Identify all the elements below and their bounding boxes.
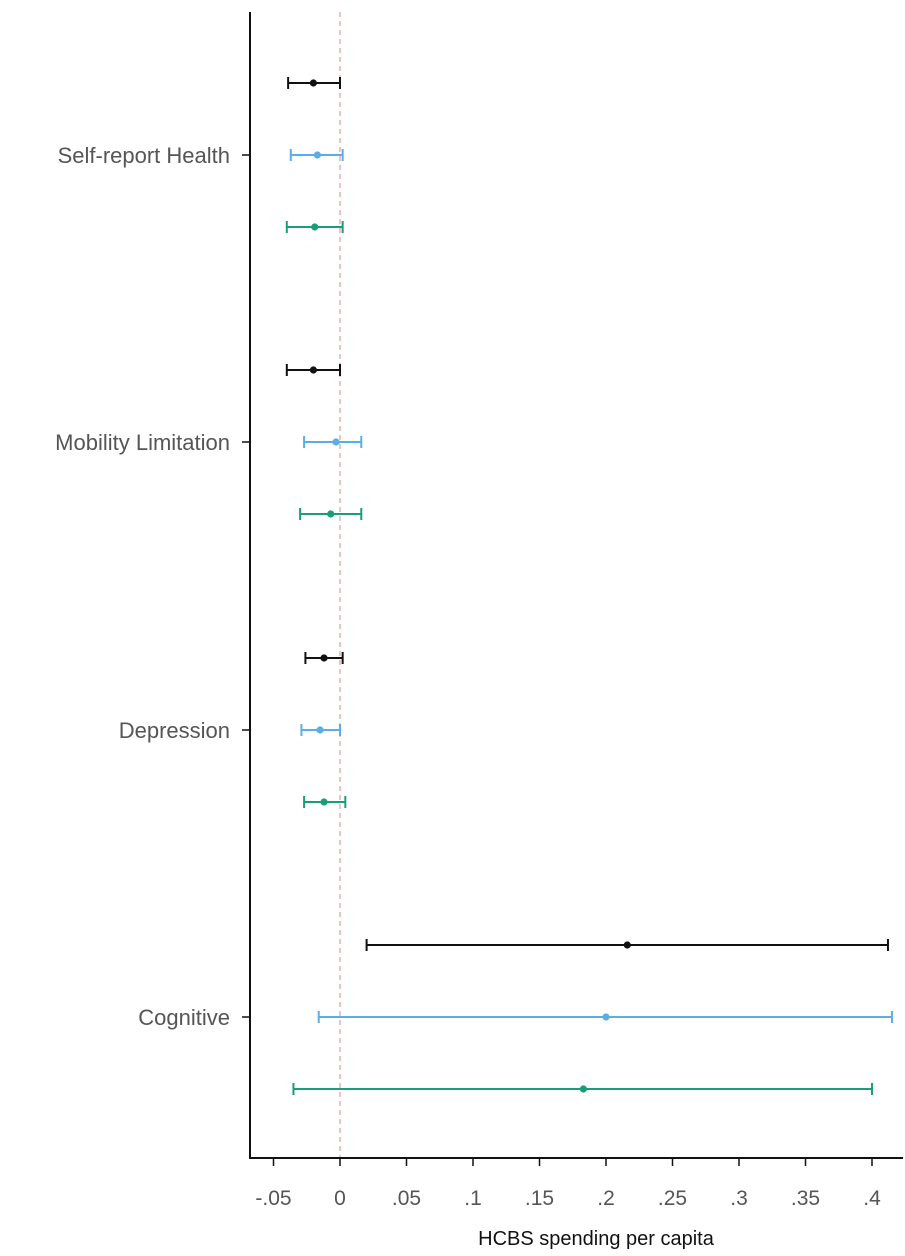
x-tick-label: .3 [730,1187,748,1210]
point-estimate [309,366,317,374]
point-estimate [320,654,328,662]
error-bar-group [300,724,341,736]
point-estimate [311,223,319,231]
x-tick-label: .2 [597,1187,615,1210]
x-tick-label: .15 [525,1187,554,1210]
point-estimate [309,79,317,87]
point-estimate [316,726,324,734]
x-tick-label: .25 [658,1187,687,1210]
error-bar-group [292,1083,873,1095]
chart-marks [285,77,893,1095]
x-tick-label: .1 [464,1187,482,1210]
error-bar-group [365,939,889,951]
point-estimate [602,1013,610,1021]
error-bar-group [285,221,344,233]
point-estimate [332,438,340,446]
x-tick-label: 0 [334,1187,346,1210]
category-label: Mobility Limitation [55,430,230,455]
x-tick-label: .4 [863,1187,881,1210]
error-bar-group [299,508,363,520]
x-tick-label: .35 [791,1187,820,1210]
error-bar-group [304,652,344,664]
point-estimate [579,1085,587,1093]
category-label: Depression [119,718,230,743]
point-estimate [313,151,321,159]
point-estimate [320,798,328,806]
error-bar-group [317,1011,893,1023]
category-label: Cognitive [138,1005,230,1030]
x-tick-label: .05 [392,1187,421,1210]
error-bar-group [285,364,341,376]
point-estimate [327,510,335,518]
error-bar-group [289,149,344,161]
x-axis-title: HCBS spending per capita [478,1228,715,1250]
x-axis-ticks: -.05 0 .05 .1 .15 .2 .25 .3 .35 .4 [255,1158,881,1210]
error-bar-group [287,77,341,89]
error-bar-group [303,796,347,808]
point-estimate [623,941,631,949]
category-label: Self-report Health [58,143,230,168]
error-bar-group [303,436,363,448]
x-tick-label: -.05 [255,1187,291,1210]
y-axis-ticks: Self-report Health Mobility Limitation Dep… [55,143,250,1030]
